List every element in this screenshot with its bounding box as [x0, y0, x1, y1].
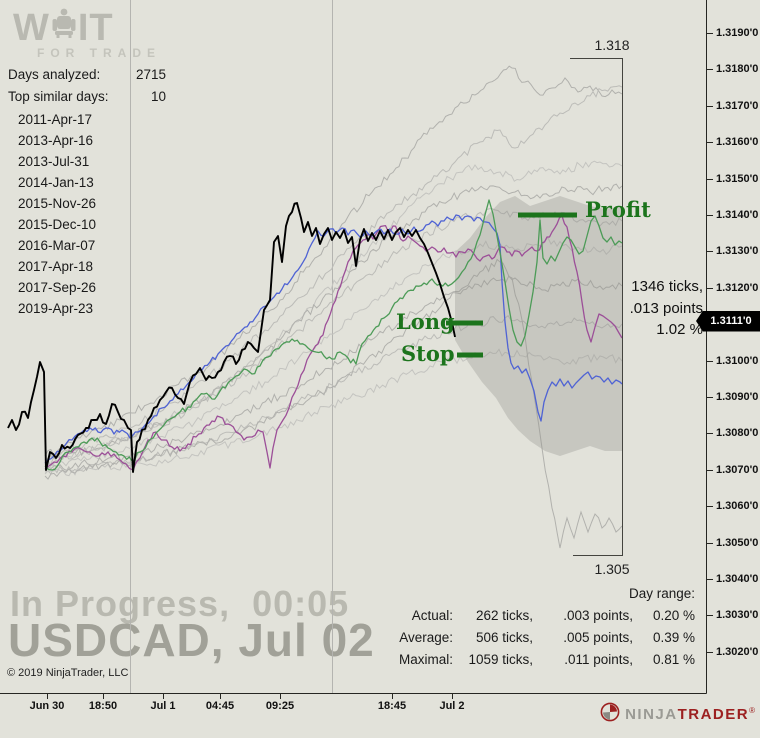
indicator-purple — [44, 215, 623, 471]
similar-day-4 — [44, 183, 623, 463]
axis-frame — [0, 0, 707, 694]
similar-day-2 — [44, 85, 623, 461]
projection-range-band — [455, 196, 622, 456]
projection-bracket — [570, 57, 624, 557]
similar-day-9 — [44, 348, 623, 477]
current-day-price — [7, 202, 456, 473]
indicator-blue — [44, 214, 623, 464]
watermark-instrument: USDCAD, Jul 02 — [8, 614, 375, 666]
similar-day-6 — [44, 236, 623, 471]
similar-day-5 — [44, 208, 623, 465]
similar-day-3 — [44, 160, 623, 467]
